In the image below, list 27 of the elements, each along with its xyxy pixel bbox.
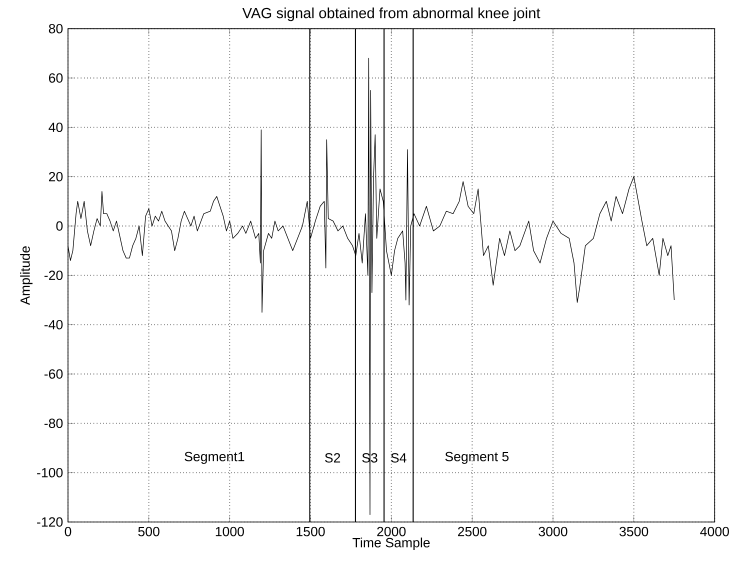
x-tick-label: 500 <box>138 526 160 536</box>
annotation: Segment 5 <box>445 452 509 464</box>
annotation: S4 <box>391 453 406 463</box>
chart-title: VAG signal obtained from abnormal knee joint <box>242 7 540 22</box>
x-tick-label: 0 <box>64 526 72 536</box>
x-tick-label: 1000 <box>216 526 244 536</box>
y-tick-label: -40 <box>44 320 63 330</box>
x-tick-label: 3500 <box>620 526 648 536</box>
x-tick-label: 3000 <box>538 526 568 536</box>
annotation: S2 <box>325 453 340 463</box>
y-tick-label: -100 <box>37 468 63 478</box>
y-tick-label: -80 <box>44 418 63 428</box>
x-tick-label: 1500 <box>296 526 325 536</box>
y-tick-label: -60 <box>44 369 63 379</box>
x-axis-title: Time Sample <box>352 538 430 550</box>
annotation: Segment1 <box>184 452 244 464</box>
x-tick-label: 4000 <box>700 526 729 536</box>
y-tick-label: 0 <box>56 221 63 231</box>
y-tick-label: -120 <box>37 517 63 527</box>
y-tick-label: 40 <box>48 122 63 132</box>
y-tick-label: 60 <box>48 73 63 83</box>
y-axis-title: Amplitude <box>20 246 33 305</box>
y-tick-label: -20 <box>44 270 63 280</box>
y-tick-label: 20 <box>48 172 63 182</box>
y-tick-label: 80 <box>48 24 63 34</box>
x-tick-label: 2000 <box>377 526 406 536</box>
x-tick-label: 2500 <box>458 526 486 536</box>
